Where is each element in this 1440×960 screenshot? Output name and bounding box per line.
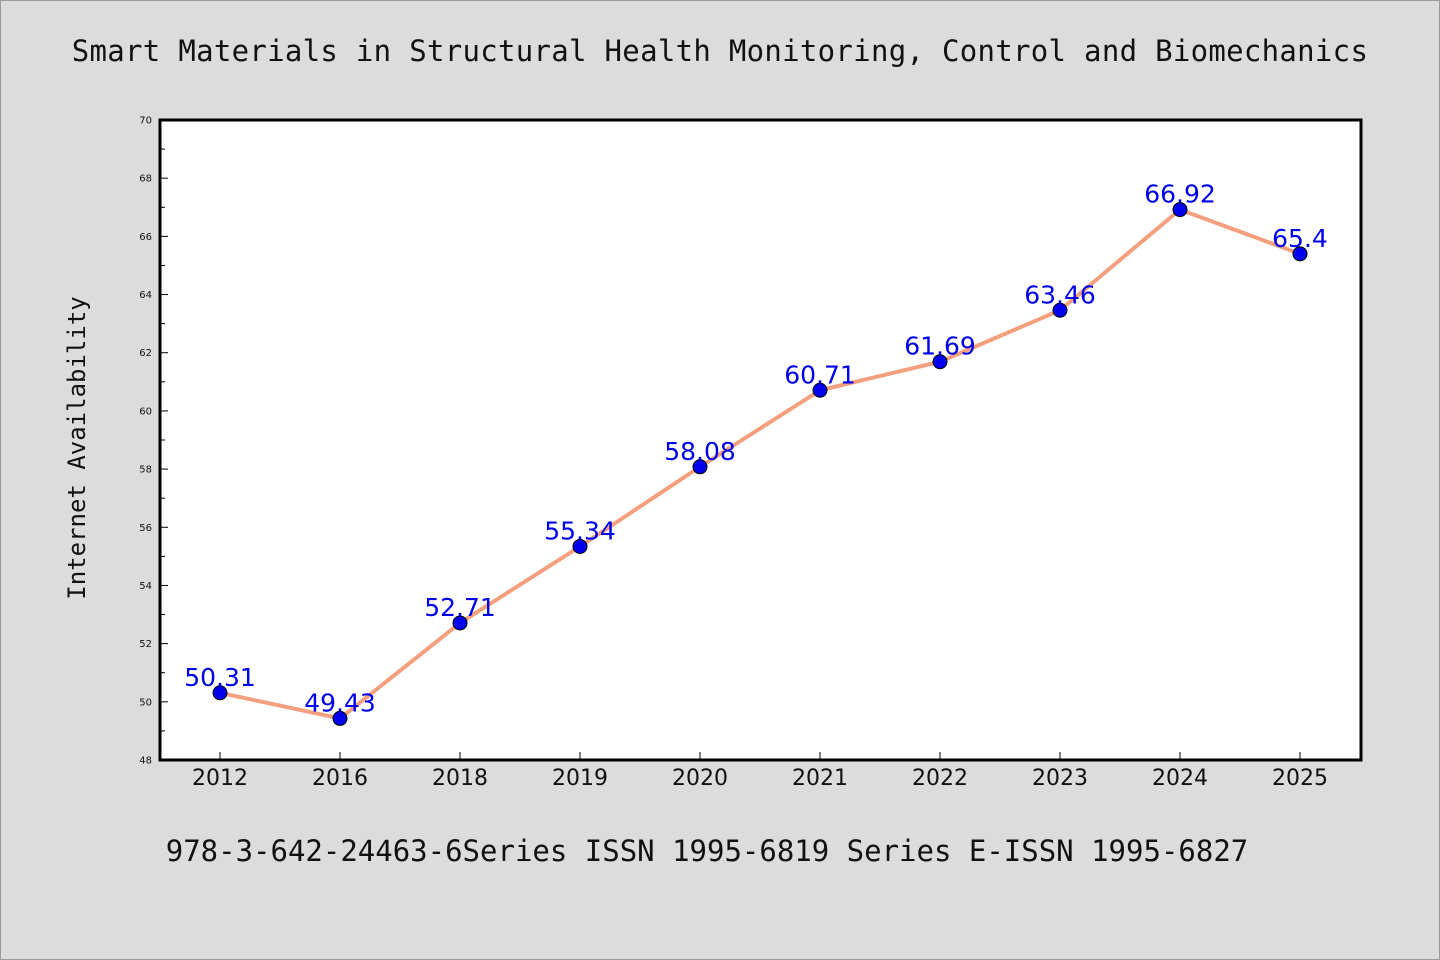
x-tick-label: 2019	[552, 766, 608, 791]
data-label: 55.34	[544, 516, 616, 545]
data-point	[812, 382, 828, 398]
data-label: 49.43	[304, 688, 376, 717]
y-tick-label: 50	[139, 697, 152, 708]
data-label: 66.92	[1144, 180, 1216, 209]
y-tick-label: 68	[139, 174, 152, 185]
y-tick-label: 70	[139, 116, 152, 127]
y-tick-label: 48	[139, 756, 152, 767]
x-tick-label: 2024	[1152, 766, 1208, 791]
y-tick-label: 60	[139, 406, 152, 417]
chart-title: Smart Materials in Structural Health Mon…	[71, 34, 1369, 68]
data-label: 52.71	[424, 593, 496, 622]
data-point	[1052, 302, 1068, 318]
x-tick-label: 2021	[792, 766, 848, 791]
y-tick-label: 54	[139, 581, 152, 592]
data-label: 58.08	[664, 437, 736, 466]
series-line	[219, 207, 1301, 721]
data-label: 50.31	[184, 663, 256, 692]
data-point	[332, 710, 348, 726]
x-tick-label: 2025	[1272, 766, 1328, 791]
y-tick-label: 64	[139, 290, 152, 301]
data-label: 60.71	[784, 360, 856, 389]
footer-isbn: 978-3-642-24463-6Series ISSN 1995-6819 S…	[165, 834, 1249, 868]
data-label: 65.4	[1272, 224, 1328, 253]
data-point	[212, 685, 228, 701]
data-point	[932, 354, 948, 370]
data-point	[692, 459, 708, 475]
y-tick-label: 66	[139, 232, 152, 243]
data-point	[1172, 202, 1188, 218]
y-axis-ticks: 48 50 52 54 56 58 60 62 64 66 68 70	[139, 116, 168, 767]
x-tick-label: 2022	[912, 766, 968, 791]
x-tick-label: 2012	[192, 766, 248, 791]
data-point	[572, 538, 588, 554]
x-tick-label: 2018	[432, 766, 488, 791]
y-tick-label: 62	[139, 348, 152, 359]
x-tick-label: 2020	[672, 766, 728, 791]
x-axis-ticks: 2012 2016 2018 2019 2020 2021 2022 2023 2024 2025	[192, 752, 1328, 791]
data-point	[452, 615, 468, 631]
data-point	[1292, 246, 1308, 262]
data-label: 61.69	[904, 332, 976, 361]
series-group	[212, 202, 1308, 726]
x-tick-label: 2016	[312, 766, 368, 791]
data-label: 63.46	[1024, 280, 1096, 309]
y-tick-label: 56	[139, 523, 152, 534]
x-tick-label: 2023	[1032, 766, 1088, 791]
y-tick-label: 58	[139, 465, 152, 476]
data-labels: 50.31 49.43 52.71 55.34 58.08 60.71 61.69 63.46…	[184, 180, 1328, 718]
y-tick-label: 52	[139, 639, 152, 650]
